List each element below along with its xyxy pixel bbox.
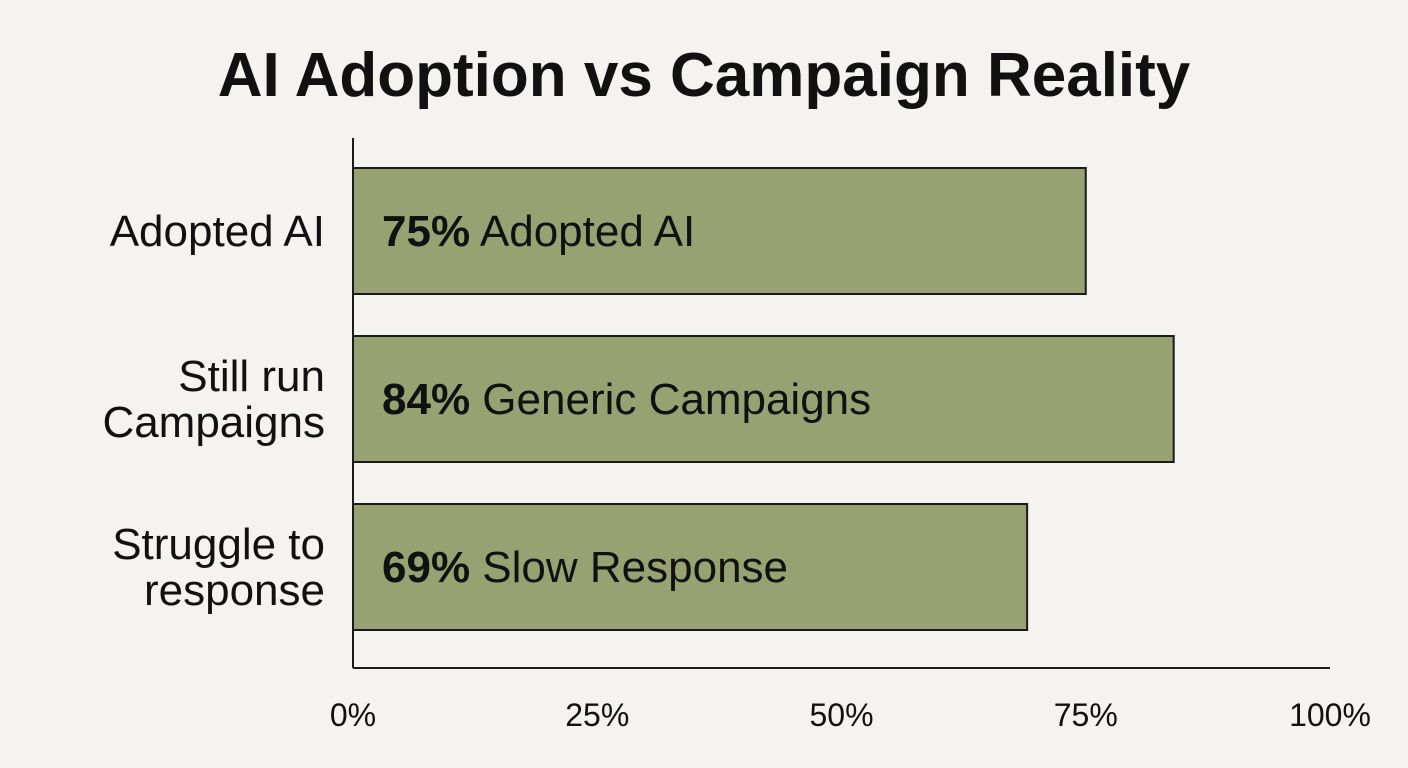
category-label-line: response	[144, 566, 325, 615]
category-label: Still run Campaigns	[102, 352, 325, 447]
bar	[352, 335, 1175, 463]
bar-value: 84%	[382, 375, 470, 424]
x-tick-labels-group: 0% 25% 50% 75% 100%	[330, 697, 1371, 733]
x-tick-label: 0%	[330, 697, 376, 733]
x-tick-label: 50%	[809, 697, 873, 733]
bar-label-text: Adopted AI	[470, 207, 695, 256]
x-tick-label: 75%	[1054, 697, 1118, 733]
bar-label: 69% Slow Response	[382, 543, 788, 592]
category-label: Struggle to response	[112, 520, 325, 615]
x-tick-label: 100%	[1289, 697, 1371, 733]
bar-label-text: Slow Response	[470, 543, 788, 592]
bar	[352, 503, 1029, 631]
bars-group: 75% Adopted AI 84% Generic Campaigns 69% S…	[352, 167, 1175, 631]
category-label-line: Still run	[178, 352, 325, 401]
x-tick-label: 25%	[565, 697, 629, 733]
category-label-line: Struggle to	[112, 520, 325, 569]
bar	[352, 167, 1087, 295]
bar-label: 84% Generic Campaigns	[382, 375, 871, 424]
bar-label: 75% Adopted AI	[382, 207, 695, 256]
chart-title: AI Adoption vs Campaign Reality	[218, 41, 1191, 110]
bar-value: 75%	[382, 207, 470, 256]
category-label: Adopted AI	[110, 207, 325, 256]
category-label-line: Adopted AI	[110, 207, 325, 256]
bar-value: 69%	[382, 543, 470, 592]
category-labels-group: Adopted AI Still run Campaigns Struggle to r…	[102, 207, 325, 615]
category-label-line: Campaigns	[102, 398, 325, 447]
bar-label-text: Generic Campaigns	[470, 375, 871, 424]
